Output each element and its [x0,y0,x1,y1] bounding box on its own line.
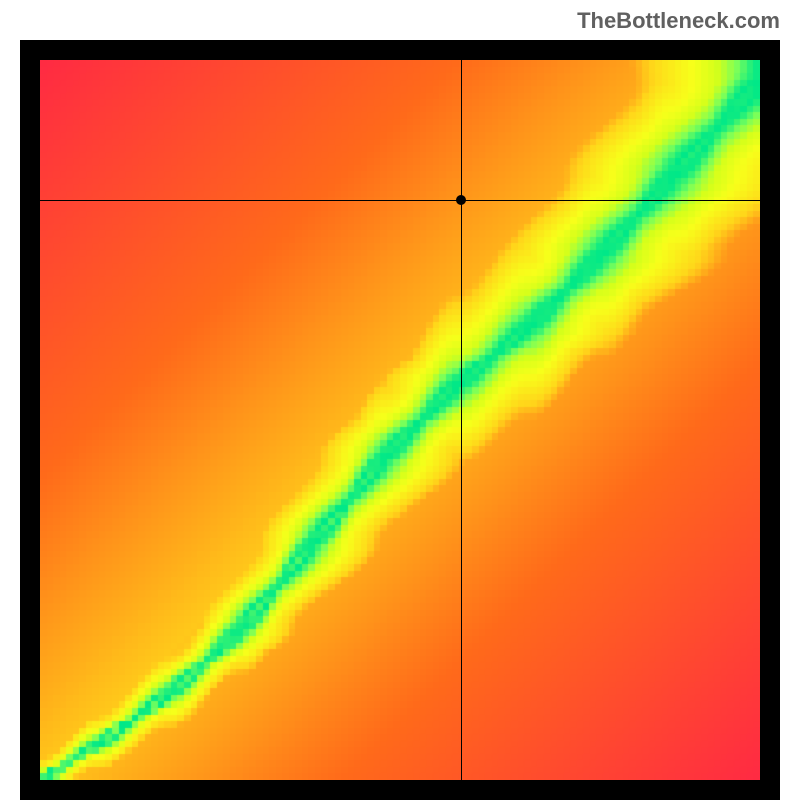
heatmap-canvas [40,60,760,780]
watermark-text: TheBottleneck.com [577,8,780,34]
crosshair-marker [456,195,466,205]
heatmap-plot-area [40,60,760,780]
crosshair-vertical [461,60,462,780]
crosshair-horizontal [40,200,760,201]
chart-outer-frame [20,40,780,800]
